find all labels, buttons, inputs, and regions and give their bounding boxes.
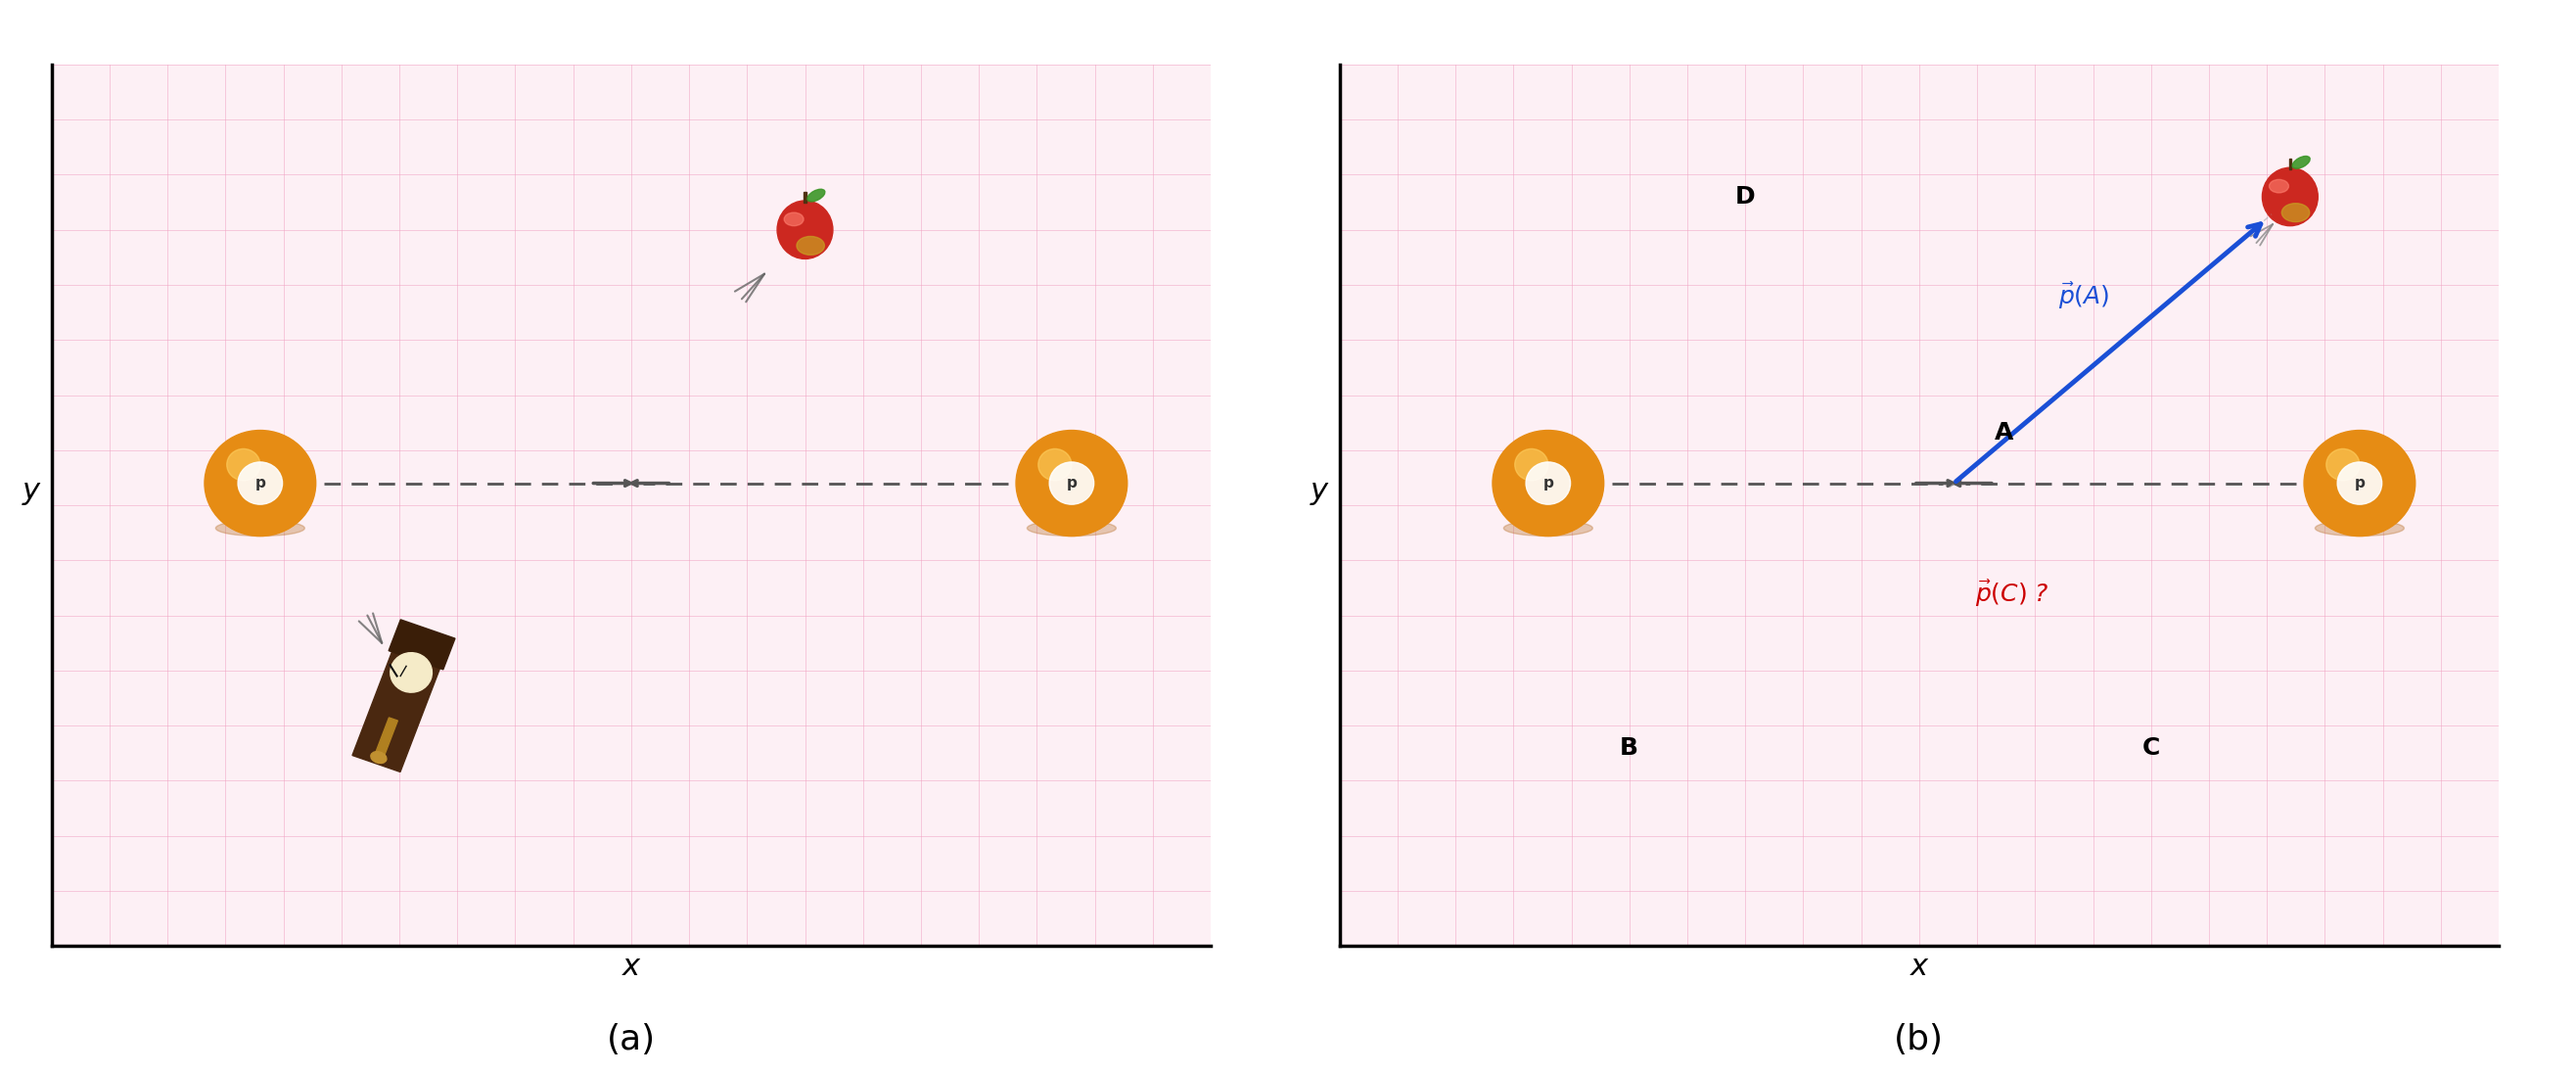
Ellipse shape [2269, 180, 2287, 192]
Text: B: B [1620, 736, 1638, 759]
Circle shape [204, 430, 317, 536]
Ellipse shape [2282, 203, 2311, 221]
Circle shape [2336, 462, 2383, 504]
X-axis label: x: x [623, 952, 639, 981]
Ellipse shape [216, 520, 304, 536]
X-axis label: x: x [1911, 952, 1927, 981]
Ellipse shape [2316, 520, 2403, 536]
Bar [376, 718, 397, 757]
Circle shape [2326, 449, 2360, 481]
Ellipse shape [783, 213, 804, 226]
Ellipse shape [778, 201, 832, 259]
Circle shape [237, 462, 283, 504]
Circle shape [1492, 430, 1605, 536]
Ellipse shape [2262, 168, 2318, 226]
Ellipse shape [1028, 520, 1115, 536]
Text: A: A [1994, 421, 2014, 445]
Circle shape [2303, 430, 2416, 536]
Circle shape [1015, 430, 1128, 536]
Circle shape [1038, 449, 1072, 481]
Text: $\vec{p}(A)$: $\vec{p}(A)$ [2058, 281, 2110, 311]
Circle shape [1515, 449, 1548, 481]
Text: C: C [2143, 736, 2159, 759]
Text: (a): (a) [605, 1023, 657, 1057]
Ellipse shape [796, 237, 824, 255]
Text: p: p [1066, 476, 1077, 490]
Text: p: p [1543, 476, 1553, 490]
Circle shape [1525, 462, 1571, 504]
Text: p: p [255, 476, 265, 490]
Y-axis label: y: y [23, 477, 41, 505]
Text: (b): (b) [1893, 1023, 1945, 1057]
Ellipse shape [806, 189, 824, 202]
Circle shape [227, 449, 260, 481]
Bar [353, 636, 446, 772]
Ellipse shape [371, 751, 386, 763]
FancyBboxPatch shape [389, 619, 456, 670]
Circle shape [392, 653, 433, 692]
Text: $\vec{p}(C)$ ?: $\vec{p}(C)$ ? [1976, 578, 2048, 608]
Y-axis label: y: y [1311, 477, 1329, 505]
Circle shape [1048, 462, 1095, 504]
Text: D: D [1736, 185, 1754, 209]
Ellipse shape [1504, 520, 1592, 536]
Ellipse shape [2293, 156, 2311, 169]
Text: p: p [2354, 476, 2365, 490]
